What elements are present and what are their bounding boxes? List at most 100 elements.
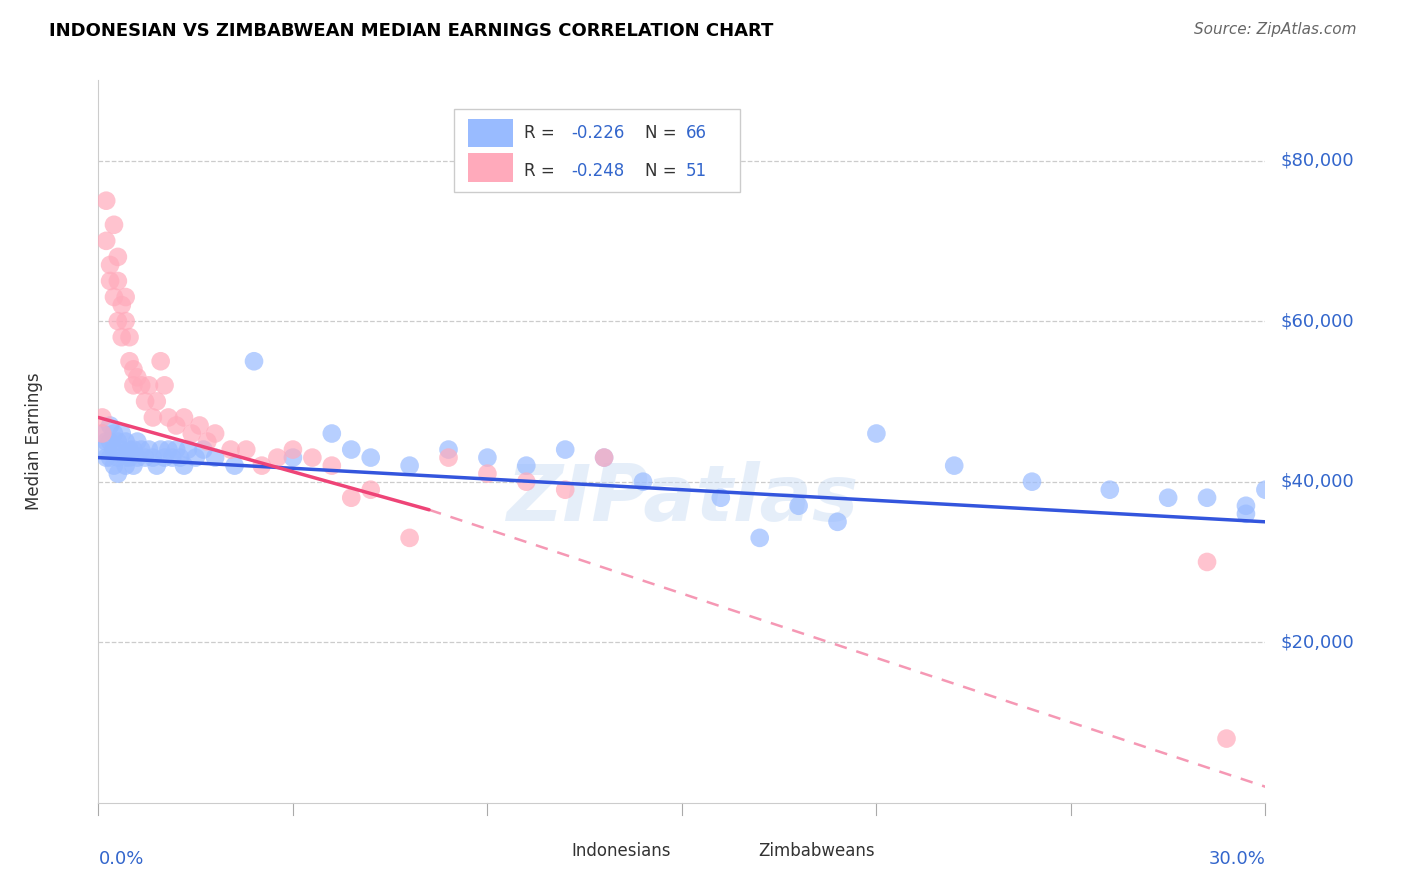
Point [787, 499, 810, 513]
Point [1254, 483, 1277, 497]
Text: INDONESIAN VS ZIMBABWEAN MEDIAN EARNINGS CORRELATION CHART: INDONESIAN VS ZIMBABWEAN MEDIAN EARNINGS… [49, 22, 773, 40]
Text: N =: N = [644, 124, 682, 142]
Point [91, 426, 114, 441]
Point [157, 442, 180, 457]
Point [554, 442, 576, 457]
FancyBboxPatch shape [530, 840, 562, 862]
Text: Source: ZipAtlas.com: Source: ZipAtlas.com [1194, 22, 1357, 37]
Point [96, 450, 118, 465]
Point [477, 467, 499, 481]
Point [118, 442, 141, 457]
Point [103, 458, 125, 473]
Point [142, 410, 165, 425]
Point [1157, 491, 1180, 505]
Point [98, 450, 121, 465]
Point [122, 362, 145, 376]
Point [96, 194, 118, 208]
Point [153, 450, 176, 465]
Point [340, 491, 363, 505]
Point [149, 354, 172, 368]
Point [195, 434, 218, 449]
Point [398, 458, 420, 473]
Point [107, 467, 129, 481]
Text: 30.0%: 30.0% [1209, 850, 1265, 868]
Text: $60,000: $60,000 [1281, 312, 1354, 330]
Point [515, 458, 537, 473]
Text: ZIPatlas: ZIPatlas [506, 461, 858, 537]
Point [118, 354, 141, 368]
Point [129, 378, 152, 392]
Text: 0.0%: 0.0% [98, 850, 143, 868]
Point [153, 378, 176, 392]
Point [111, 330, 134, 344]
Point [165, 442, 187, 457]
Point [398, 531, 420, 545]
Point [127, 370, 149, 384]
Point [243, 354, 266, 368]
Point [477, 450, 499, 465]
FancyBboxPatch shape [454, 109, 741, 193]
Point [169, 450, 191, 465]
Text: $20,000: $20,000 [1281, 633, 1355, 651]
Point [177, 442, 200, 457]
Point [91, 410, 114, 425]
Point [554, 483, 576, 497]
Point [107, 250, 129, 264]
Text: $40,000: $40,000 [1281, 473, 1355, 491]
Point [281, 442, 304, 457]
Point [301, 450, 323, 465]
Text: Indonesians: Indonesians [571, 842, 671, 860]
FancyBboxPatch shape [468, 153, 513, 182]
Point [98, 418, 121, 433]
Point [107, 434, 129, 449]
Point [118, 330, 141, 344]
Point [1215, 731, 1237, 746]
Point [631, 475, 654, 489]
Point [250, 458, 273, 473]
Point [593, 450, 616, 465]
Point [235, 442, 257, 457]
Point [138, 378, 160, 392]
Point [865, 426, 887, 441]
Point [127, 434, 149, 449]
Point [98, 274, 121, 288]
Text: $80,000: $80,000 [1281, 152, 1354, 169]
Point [114, 434, 136, 449]
Point [118, 450, 141, 465]
Point [710, 491, 733, 505]
Point [193, 442, 215, 457]
Point [437, 450, 460, 465]
Text: R =: R = [524, 161, 561, 179]
Text: Median Earnings: Median Earnings [25, 373, 44, 510]
Point [127, 450, 149, 465]
Text: -0.248: -0.248 [571, 161, 624, 179]
Point [162, 450, 184, 465]
Point [114, 458, 136, 473]
Point [146, 458, 169, 473]
Point [107, 274, 129, 288]
FancyBboxPatch shape [468, 119, 513, 147]
Point [165, 418, 187, 433]
Point [593, 450, 616, 465]
Point [114, 450, 136, 465]
Point [146, 394, 169, 409]
Point [114, 290, 136, 304]
Point [321, 426, 343, 441]
Text: -0.226: -0.226 [571, 124, 624, 142]
Point [96, 234, 118, 248]
Point [360, 483, 382, 497]
Point [748, 531, 770, 545]
Point [91, 442, 114, 457]
Point [157, 410, 180, 425]
Point [321, 458, 343, 473]
FancyBboxPatch shape [717, 840, 749, 862]
Point [1195, 491, 1218, 505]
Point [1098, 483, 1121, 497]
Point [129, 442, 152, 457]
Point [111, 442, 134, 457]
Point [149, 442, 172, 457]
Point [103, 218, 125, 232]
Point [360, 450, 382, 465]
Point [1234, 507, 1257, 521]
Point [188, 418, 211, 433]
